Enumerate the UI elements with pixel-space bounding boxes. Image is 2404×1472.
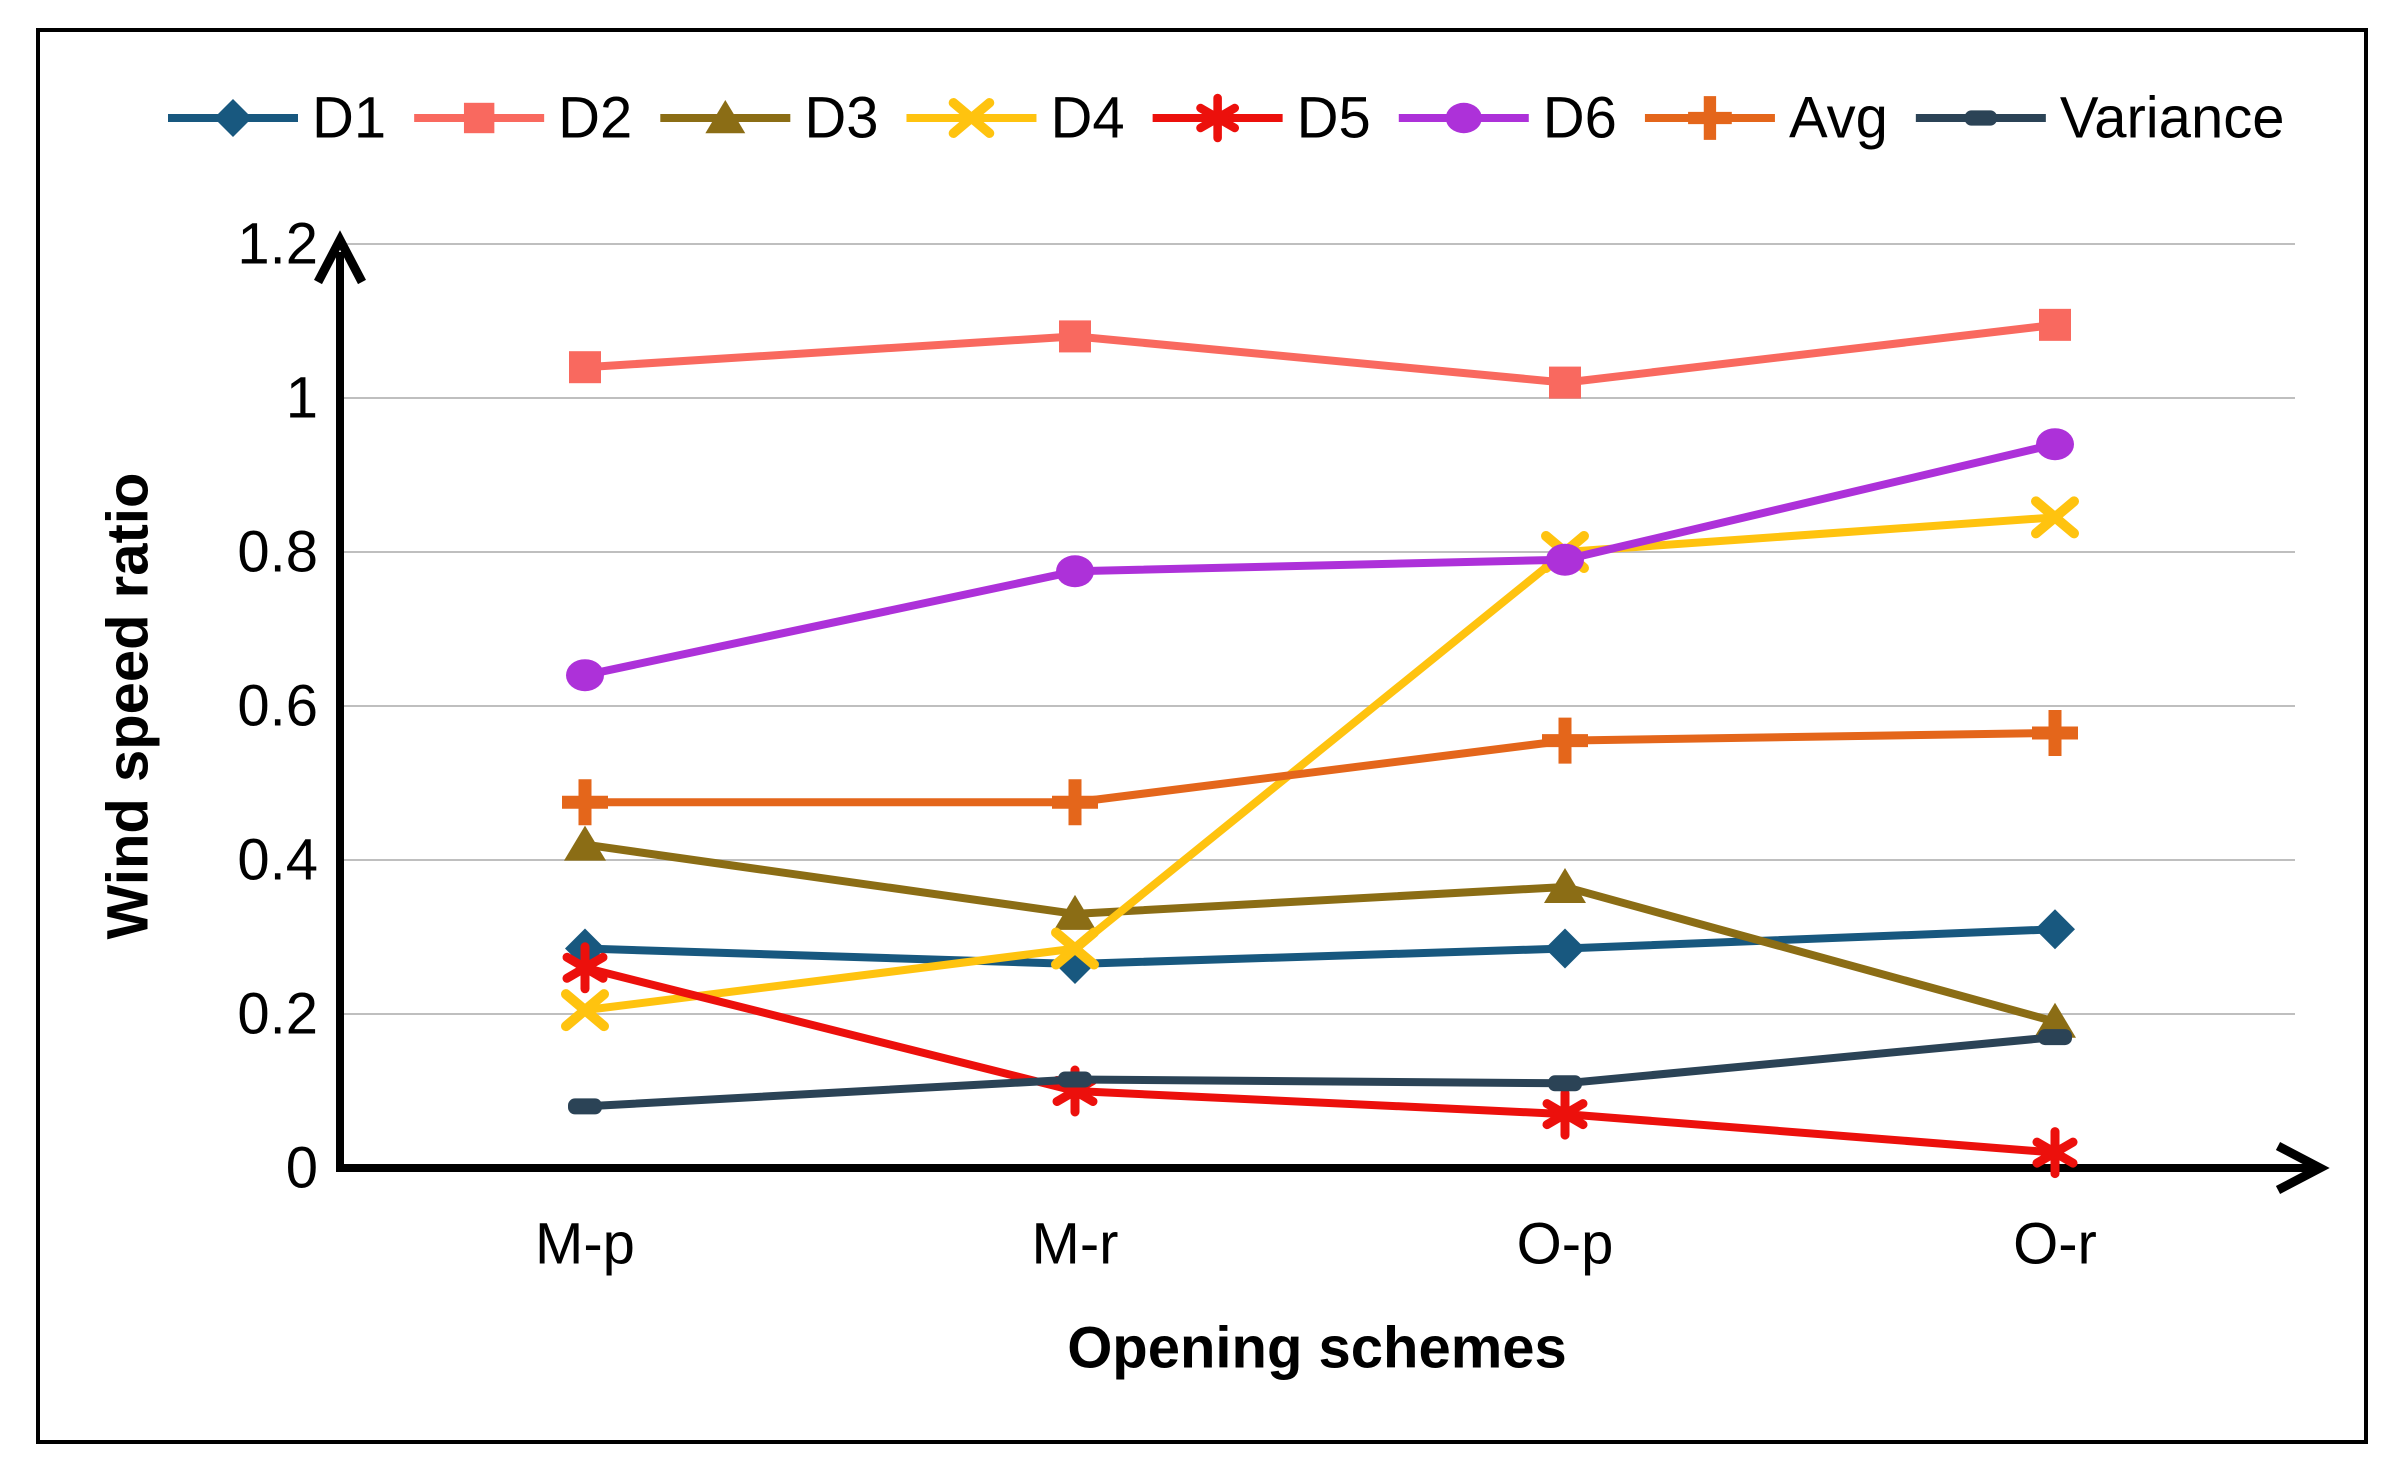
series-Avg xyxy=(562,709,2078,826)
x-tick-labels: M-p M-r O-p O-r xyxy=(535,1212,2097,1277)
series-D4 xyxy=(561,496,2079,1032)
series-line-Avg xyxy=(585,728,2056,807)
legend-label-D2: D2 xyxy=(558,86,632,151)
marker-D6-O-p xyxy=(1546,543,1584,576)
legend-item-Variance: Variance xyxy=(1915,86,2285,151)
marker-Avg-O-p xyxy=(1542,717,1588,764)
legend-marker-D4 xyxy=(948,98,995,138)
marker-D2-M-r xyxy=(1059,320,1091,353)
legend-label-D1: D1 xyxy=(312,86,386,151)
x-tick-label-M-p: M-p xyxy=(535,1212,635,1277)
legend-item-D3: D3 xyxy=(660,86,878,151)
legend-label-D3: D3 xyxy=(804,86,878,151)
marker-Avg-M-p xyxy=(562,779,608,826)
y-axis-arrow-icon xyxy=(314,230,366,285)
y-tick-label-0.8: 0.8 xyxy=(237,520,318,585)
marker-Variance-M-p xyxy=(568,1098,602,1115)
legend-label-D5: D5 xyxy=(1297,86,1371,151)
marker-D3-O-r xyxy=(2034,1002,2076,1038)
y-tick-label-1: 1 xyxy=(286,366,318,431)
legend-marker-D5 xyxy=(1196,93,1239,143)
series-line-D1 xyxy=(584,925,2056,968)
marker-D2-O-p xyxy=(1549,366,1581,399)
legend-marker-Variance xyxy=(1964,110,1997,126)
legend-marker-D6 xyxy=(1445,102,1482,134)
legend-marker-D2 xyxy=(463,102,495,134)
legend-label-Variance: Variance xyxy=(2060,86,2285,151)
legend: D1 D2 D3 D4 D5 D6 Avg Variance xyxy=(168,86,2284,151)
series-line-D2 xyxy=(584,320,2056,387)
series-line-D6 xyxy=(584,440,2056,680)
marker-D3-M-p xyxy=(564,825,606,861)
marker-Variance-O-p xyxy=(1548,1075,1582,1092)
marker-D6-M-p xyxy=(566,659,604,692)
series-line-Variance xyxy=(584,1033,2056,1111)
legend-item-D6: D6 xyxy=(1398,86,1617,151)
marker-D2-O-r xyxy=(2039,308,2071,341)
marker-D5-O-p xyxy=(1542,1088,1588,1140)
y-tick-label-0: 0 xyxy=(286,1136,318,1201)
marker-D4-M-p xyxy=(561,989,609,1032)
legend-item-Avg: Avg xyxy=(1644,86,1888,151)
series-D1 xyxy=(565,909,2075,984)
x-tick-label-O-p: O-p xyxy=(1517,1212,1614,1277)
marker-D4-M-r xyxy=(1051,927,1099,970)
legend-marker-Avg xyxy=(1688,96,1732,140)
marker-D1-O-p xyxy=(1545,928,1585,969)
marker-D6-M-r xyxy=(1056,555,1094,588)
x-axis-arrow-icon xyxy=(2275,1142,2330,1194)
legend-marker-D3 xyxy=(705,99,746,134)
y-tick-label-0.6: 0.6 xyxy=(237,674,318,739)
y-tick-label-0.2: 0.2 xyxy=(237,982,318,1047)
marker-D3-M-r xyxy=(1054,894,1096,930)
x-axis-title: Opening schemes xyxy=(1067,1316,1567,1381)
legend-label-D4: D4 xyxy=(1050,86,1124,151)
series-line-D4 xyxy=(584,513,2056,1015)
series-D2 xyxy=(569,308,2071,399)
series-D5 xyxy=(562,942,2078,1179)
legend-marker-D1 xyxy=(214,99,252,137)
axes xyxy=(314,230,2330,1194)
marker-D1-O-r xyxy=(2035,909,2075,950)
y-tick-label-0.4: 0.4 xyxy=(237,828,318,893)
series-line-D3 xyxy=(584,840,2057,1026)
legend-label-D6: D6 xyxy=(1543,86,1617,151)
marker-D2-M-p xyxy=(569,351,601,384)
marker-D5-M-p xyxy=(562,942,608,994)
marker-Avg-M-r xyxy=(1052,779,1098,826)
x-tick-label-M-r: M-r xyxy=(1032,1212,1119,1277)
marker-D5-O-r xyxy=(2032,1127,2078,1179)
y-tick-labels: 0 0.2 0.4 0.6 0.8 1 1.2 xyxy=(237,212,318,1201)
legend-item-D2: D2 xyxy=(414,86,632,151)
marker-D3-O-p xyxy=(1544,867,1586,903)
series-line-D5 xyxy=(584,963,2056,1157)
marker-D6-O-r xyxy=(2036,428,2074,461)
y-axis-title: Wind speed ratio xyxy=(96,473,161,940)
series-D3 xyxy=(564,825,2076,1038)
legend-item-D1: D1 xyxy=(168,86,386,151)
y-tick-label-1.2: 1.2 xyxy=(237,212,318,277)
series-Variance xyxy=(568,1029,2072,1115)
chart-border xyxy=(36,28,2368,1444)
x-tick-label-O-r: O-r xyxy=(2013,1212,2097,1277)
series-D6 xyxy=(566,428,2074,692)
marker-Variance-O-r xyxy=(2038,1029,2072,1046)
legend-item-D5: D5 xyxy=(1152,86,1371,151)
marker-Variance-M-r xyxy=(1058,1071,1092,1088)
marker-D4-O-r xyxy=(2031,496,2079,539)
marker-Avg-O-r xyxy=(2032,709,2078,756)
legend-item-D4: D4 xyxy=(906,86,1125,151)
legend-label-Avg: Avg xyxy=(1789,86,1888,151)
